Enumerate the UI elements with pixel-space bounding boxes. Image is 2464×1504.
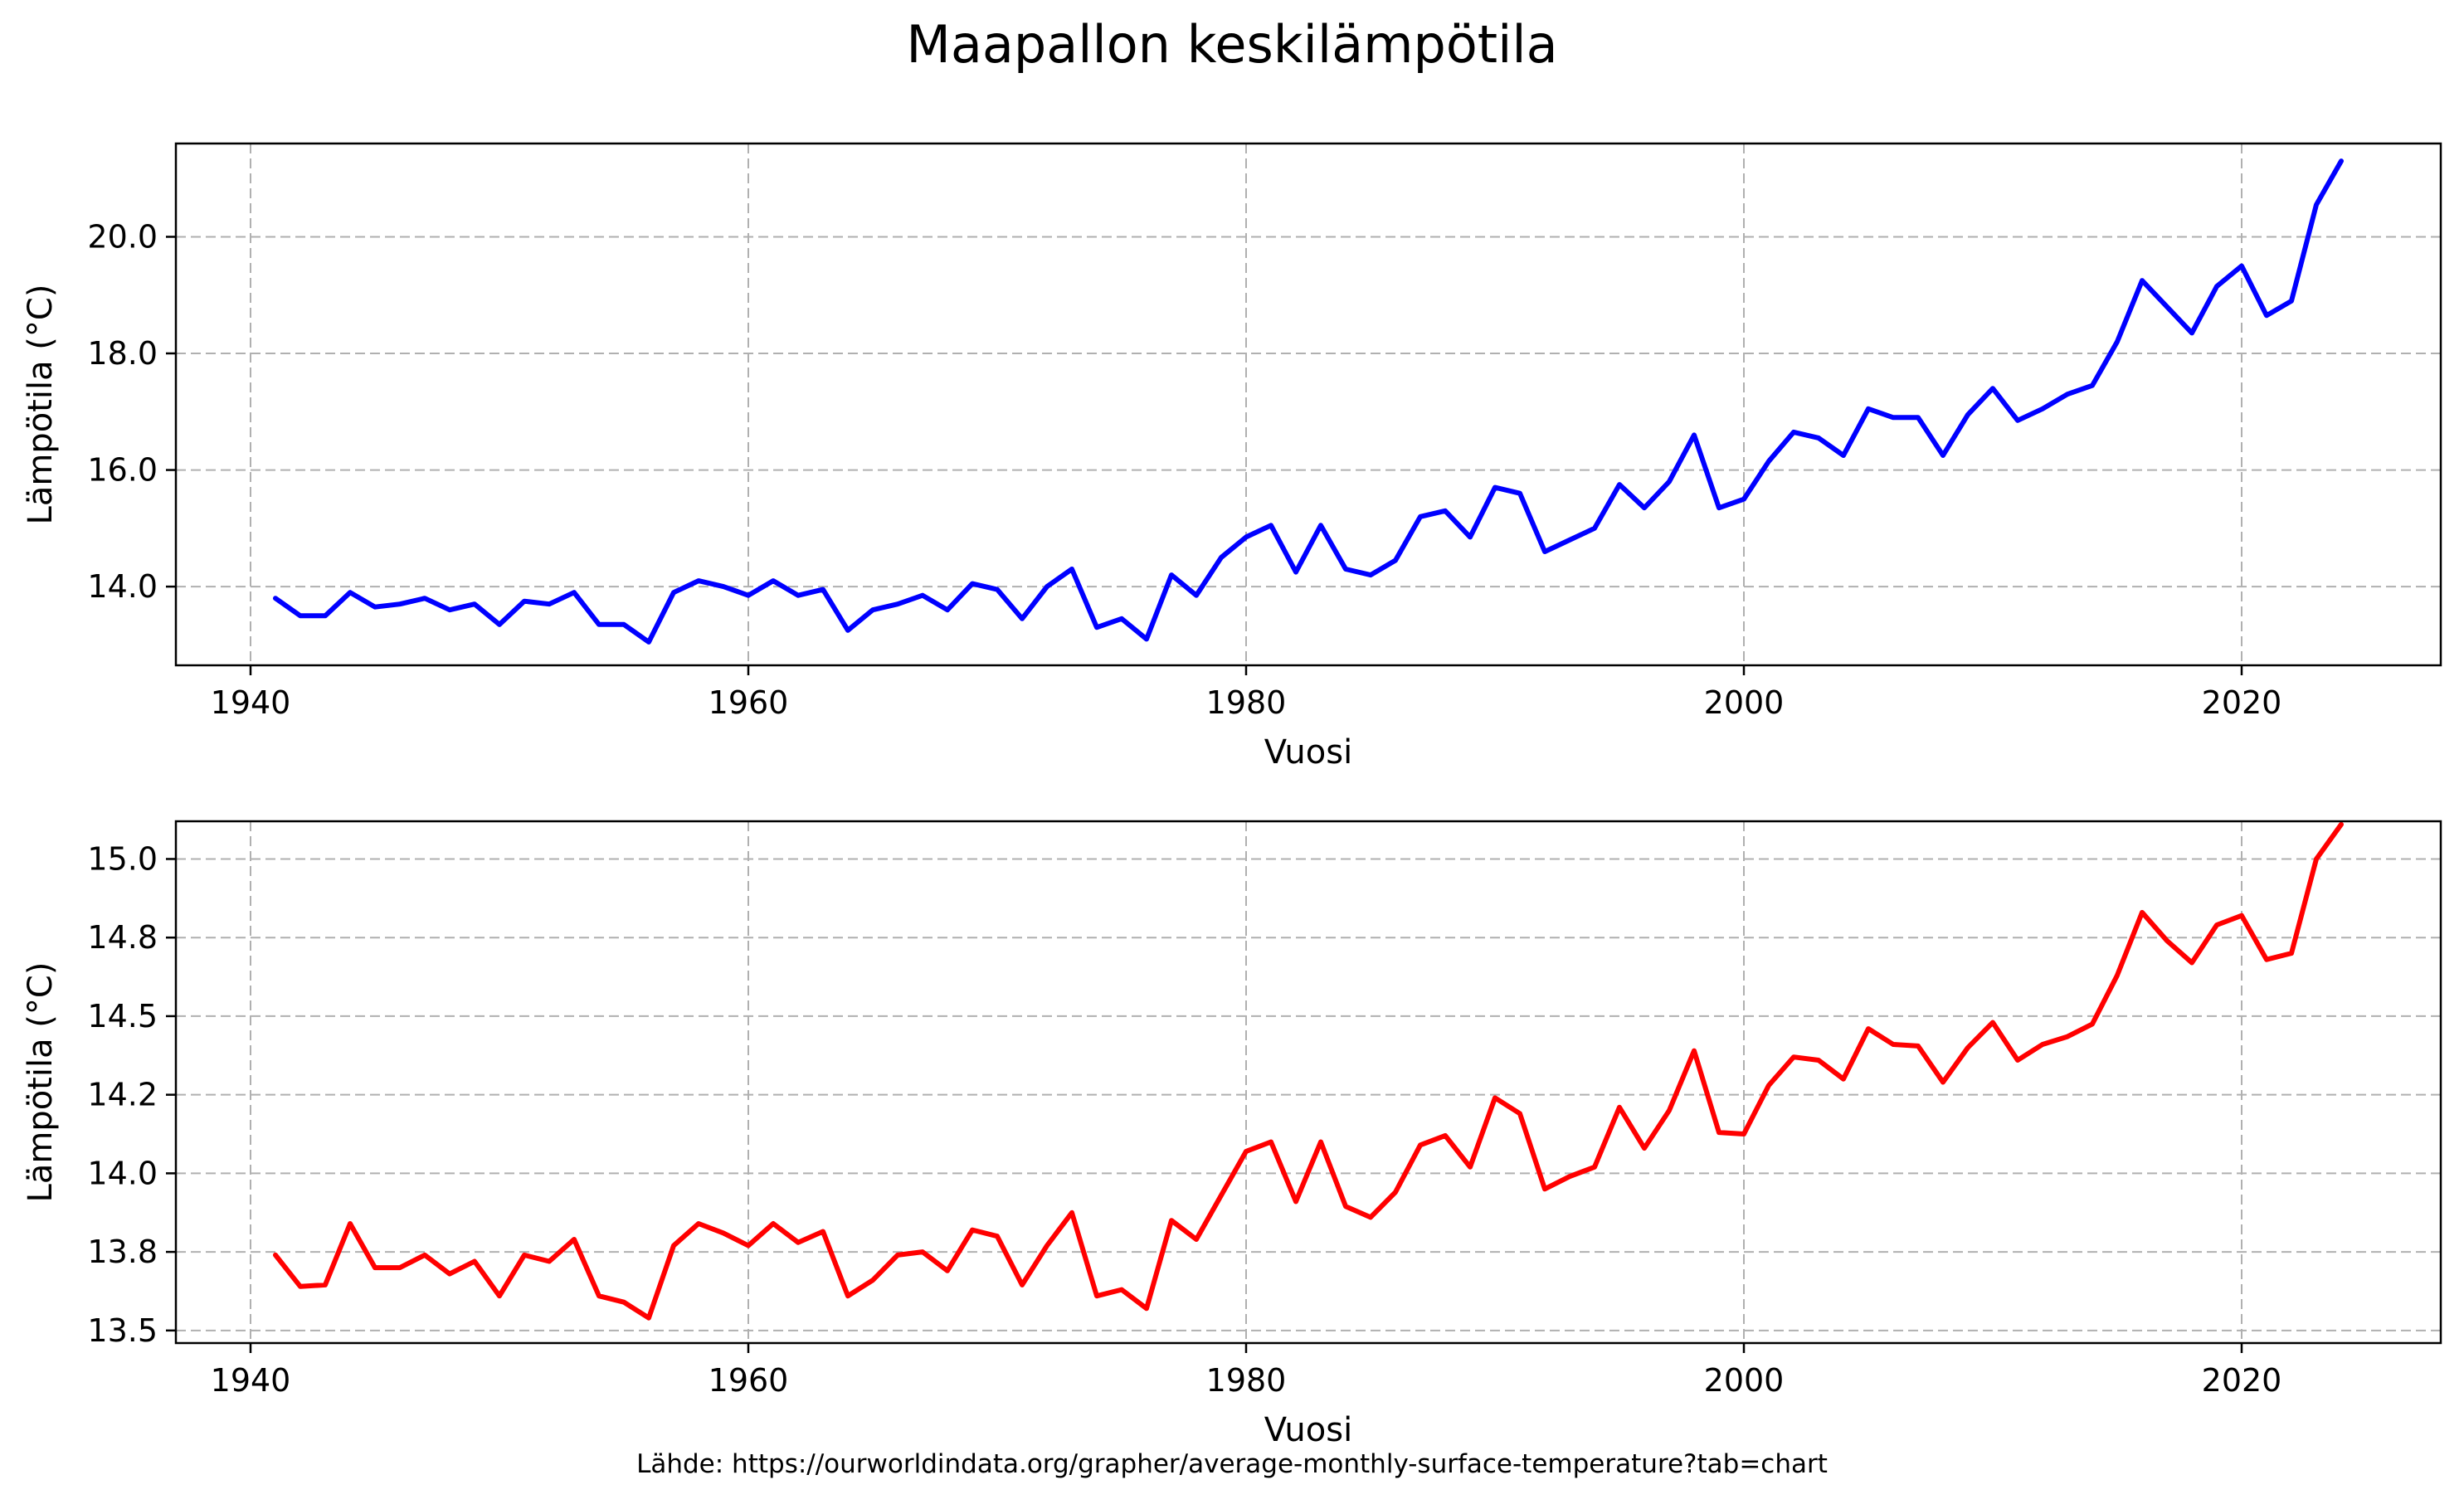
panel-2-y-tick-label: 14.0 [87,1155,158,1191]
panel-1-series-line [273,158,2344,645]
panel-1-y-axis-label: Lämpötila (°C) [22,285,60,525]
panel-1-x-tick-label: 2020 [2202,684,2282,721]
panel-2-x-axis-label: Vuosi [1264,1411,1352,1449]
panel-1-x-tick-label: 2000 [1704,684,1785,721]
panel-2-x-tick-label: 2020 [2202,1362,2282,1399]
panel-2-series-line [273,821,2344,1321]
panel-1-y-tick-label: 14.0 [87,568,158,605]
panel-2-x-tick-label: 2000 [1704,1362,1785,1399]
panel-2-x-tick-label: 1980 [1206,1362,1287,1399]
panel-1: 1940 1960 1980 2000 2020 14.0 16.0 18.0 20.0 Vuos… [22,142,2442,771]
chart-title: Maapallon keskilämpötila [906,14,1557,75]
panel-1-y-tick-label: 20.0 [87,218,158,255]
panel-2-y-tick-label: 14.8 [87,919,158,956]
panel-2-x-tick-label: 1940 [211,1362,291,1399]
panel-1-x-axis-label: Vuosi [1264,733,1352,771]
panel-2-y-tick-label: 14.5 [87,998,158,1034]
chart-panels: 1940 1960 1980 2000 2020 14.0 16.0 18.0 20.0 Vuos… [22,142,2442,1449]
panel-2-y-tick-label: 13.5 [87,1312,158,1349]
panel-1-x-tick-label: 1940 [211,684,291,721]
panel-2: 1940 1960 1980 2000 2020 13.5 13.8 14.0 14.2 14.5… [22,820,2442,1449]
source-note: Lähde: https://ourworldindata.org/graphe… [636,1449,1828,1479]
panel-1-x-tick-label: 1960 [709,684,789,721]
panel-2-y-tick-label: 14.2 [87,1077,158,1113]
panel-1-y-tick-label: 16.0 [87,452,158,489]
panel-2-axes-frame [174,820,2442,1345]
panel-1-x-tick-label: 1980 [1206,684,1287,721]
panel-2-y-axis-label: Lämpötila (°C) [22,962,60,1203]
panel-2-x-tick-label: 1960 [709,1362,789,1399]
panel-2-y-tick-label: 15.0 [87,840,158,877]
panel-1-y-tick-label: 18.0 [87,335,158,372]
panel-2-y-tick-label: 13.8 [87,1234,158,1270]
panel-1-axes-frame [174,142,2442,667]
